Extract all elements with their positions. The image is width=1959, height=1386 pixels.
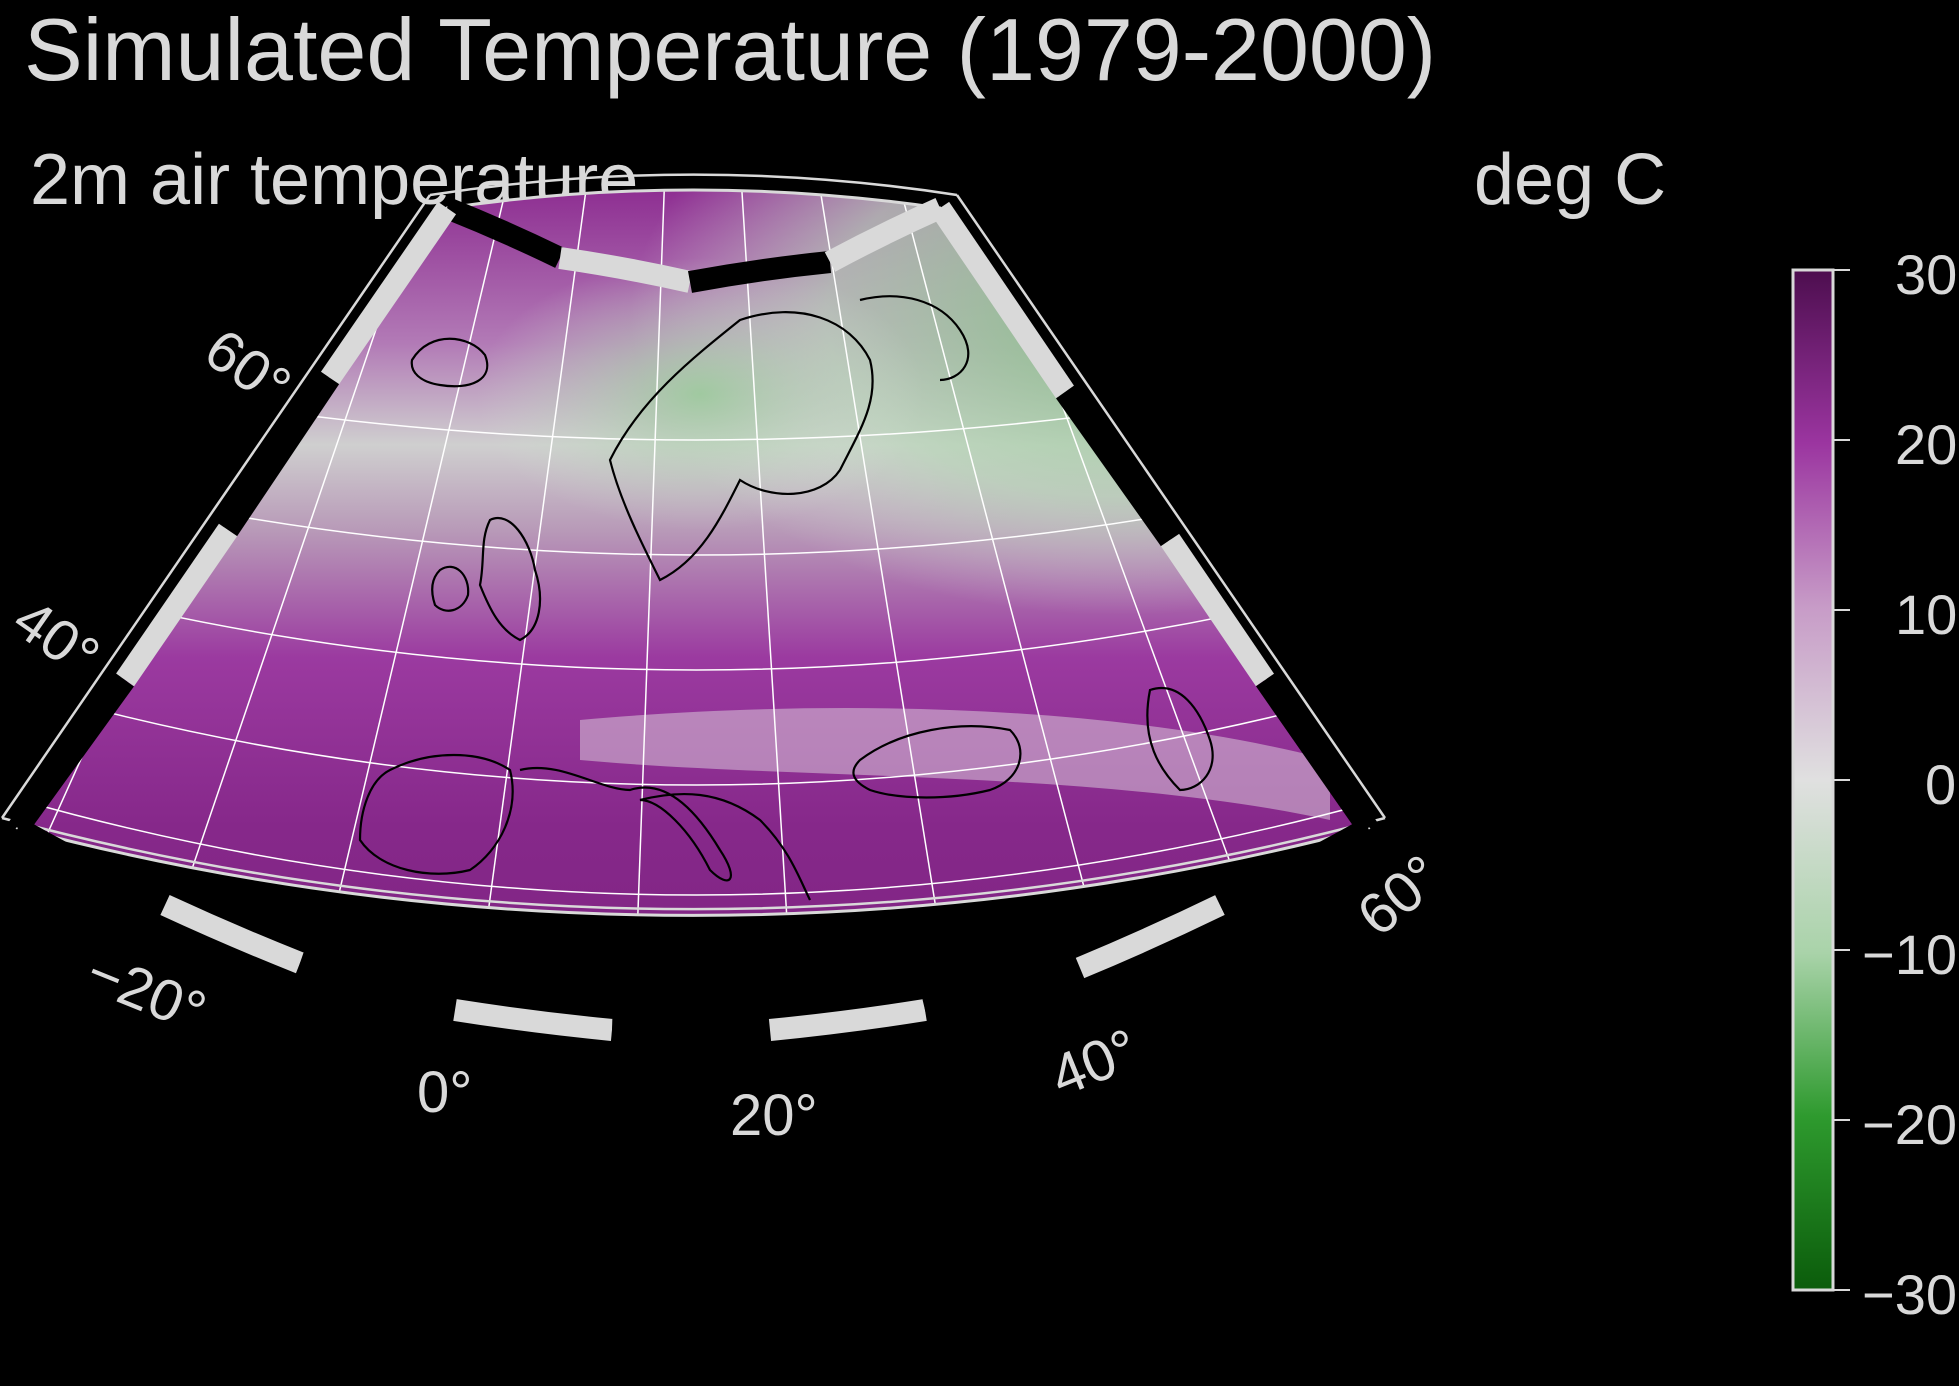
colorbar-label-20: 20 — [1895, 413, 1957, 476]
lat-label-40: 40° — [2, 586, 111, 690]
colorbar-label-10: 10 — [1895, 583, 1957, 646]
parallel-gridlines — [19, 399, 1368, 896]
colorbar-bar — [1791, 268, 1835, 1292]
colorbar-label-0: 0 — [1925, 753, 1956, 816]
temperature-field — [18, 190, 1368, 916]
frame-ticks-top — [442, 197, 945, 293]
lon-label-60: 60° — [1345, 842, 1454, 948]
map-title: Simulated Temperature (1979-2000) — [24, 0, 1437, 99]
coastlines — [358, 295, 1214, 901]
lon-label-20: 20° — [730, 1083, 818, 1148]
frame-ticks-right — [930, 201, 1378, 835]
colorbar: 30 20 10 0 −10 −20 −30 — [1791, 243, 1957, 1326]
colorbar-label-minus30: −30 — [1862, 1263, 1957, 1326]
colorbar-ticks — [1833, 269, 1850, 1291]
frame-ticks-bottom — [12, 818, 1374, 1043]
units-label: deg C — [1474, 140, 1667, 220]
colorbar-label-30: 30 — [1895, 243, 1957, 306]
colorbar-label-minus20: −20 — [1862, 1093, 1957, 1156]
lon-label-minus20: −20° — [78, 939, 215, 1045]
lon-label-0: 0° — [417, 1060, 472, 1125]
frame-ticks-left — [9, 201, 457, 835]
colorbar-label-minus10: −10 — [1862, 923, 1957, 986]
map-frame — [0, 173, 1387, 917]
lon-label-40: 40° — [1042, 1016, 1148, 1109]
